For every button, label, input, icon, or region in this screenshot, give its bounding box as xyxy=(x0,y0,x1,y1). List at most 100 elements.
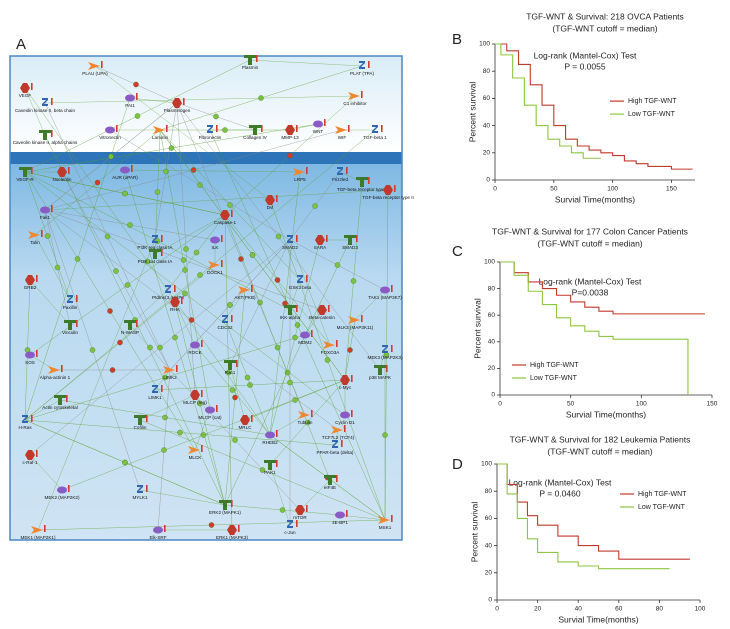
node-bar xyxy=(336,475,338,482)
link-dot xyxy=(244,374,251,381)
x-tick-label: 150 xyxy=(707,401,718,408)
x-tick-label: 0 xyxy=(493,186,497,193)
x-tick-label: 50 xyxy=(550,186,558,193)
y-tick-label: 80 xyxy=(483,68,491,75)
node-icon xyxy=(149,249,161,259)
link-dot xyxy=(304,419,311,426)
node-icon xyxy=(244,55,256,65)
node-icon xyxy=(297,275,303,283)
node-label: WIF xyxy=(338,135,347,140)
legend-label: Low TGF-WNT xyxy=(628,111,676,118)
node-icon xyxy=(284,305,296,315)
link-dot xyxy=(200,432,207,438)
node-icon xyxy=(300,331,310,339)
node-icon xyxy=(105,126,115,134)
link-dot xyxy=(222,127,228,133)
link-dot xyxy=(197,400,203,407)
link-dot xyxy=(197,182,203,188)
link-dot xyxy=(154,189,161,195)
annotation: Log-rank (Mantel-Cox) Test xyxy=(534,50,637,60)
node-label: CDC42 xyxy=(217,325,233,330)
link xyxy=(139,489,226,506)
node-icon xyxy=(295,505,305,515)
link-dot xyxy=(275,233,282,240)
node-icon xyxy=(313,120,323,128)
chart-title: TGF-WNT & Survival: 218 OVCA Patients xyxy=(526,11,684,21)
node-label: DOCK1 xyxy=(207,270,223,275)
node-label: AUR (uPAR) xyxy=(112,175,138,180)
link-dot xyxy=(347,347,353,353)
y-tick-label: 20 xyxy=(483,150,491,157)
node-icon xyxy=(188,446,200,454)
link-dot xyxy=(122,190,128,197)
node-icon xyxy=(57,486,67,494)
node-label: VEGF xyxy=(19,93,32,98)
node-icon xyxy=(190,341,200,349)
y-tick-label: 20 xyxy=(488,365,496,372)
link xyxy=(289,239,331,346)
node-bar xyxy=(76,320,78,327)
y-tick-label: 80 xyxy=(488,285,496,292)
link-dot xyxy=(274,277,281,283)
link-dot xyxy=(287,379,293,386)
node-bar xyxy=(51,205,53,212)
link xyxy=(24,87,46,136)
node-icon xyxy=(165,285,171,293)
node-label: ROCK xyxy=(188,350,202,355)
node-icon xyxy=(25,275,35,285)
survival-curve xyxy=(500,261,689,395)
node-label: LRP5 xyxy=(294,177,306,182)
node-label: MEK2 (MAP2K2) xyxy=(45,495,80,500)
node-bar xyxy=(261,125,263,132)
node-icon xyxy=(315,235,325,245)
node-icon xyxy=(344,235,356,245)
link-dot xyxy=(147,344,153,351)
node-label: GRB2 xyxy=(24,285,37,290)
annotation: P = 0.0055 xyxy=(564,61,605,71)
node-bar xyxy=(41,230,43,237)
link-dot xyxy=(193,249,200,256)
node-label: WNT xyxy=(313,129,324,134)
node-label: TAK1 (MAP3K7) xyxy=(368,295,402,300)
link xyxy=(249,59,363,67)
legend-label: High TGF-WNT xyxy=(628,98,677,105)
legend-label: High TGF-WNT xyxy=(530,362,579,369)
node-bar xyxy=(201,390,203,397)
node-bar xyxy=(296,125,298,132)
x-tick-label: 40 xyxy=(575,606,583,613)
node-icon xyxy=(190,390,200,400)
node-bar xyxy=(76,295,78,302)
node-icon xyxy=(378,516,390,524)
node-bar xyxy=(36,350,38,357)
node-icon xyxy=(120,166,130,174)
link xyxy=(194,409,211,451)
survival-curve xyxy=(497,463,690,560)
node-icon xyxy=(224,360,236,370)
link xyxy=(224,289,246,321)
node-icon xyxy=(153,126,165,134)
node-bar xyxy=(306,505,308,512)
node-label: Dvl xyxy=(267,205,274,210)
node-bar xyxy=(356,235,358,242)
link-dot xyxy=(161,447,167,453)
node-icon xyxy=(265,431,275,439)
node-icon xyxy=(220,210,230,220)
link xyxy=(24,399,61,421)
panel-letter: D xyxy=(452,456,463,473)
node-bar xyxy=(276,430,278,437)
node-icon xyxy=(20,83,30,93)
node-label: Laminin xyxy=(152,135,169,140)
node-bar xyxy=(221,260,223,267)
node-label: C1 inhibitor xyxy=(343,101,367,106)
node-icon xyxy=(207,125,213,133)
link-dot xyxy=(122,459,128,466)
node-bar xyxy=(346,167,348,174)
node-icon xyxy=(383,185,393,195)
x-tick-label: 50 xyxy=(567,401,575,408)
node-icon xyxy=(205,406,215,414)
node-bar xyxy=(161,235,163,242)
node-icon xyxy=(331,426,343,434)
link xyxy=(124,169,301,173)
survival-curve xyxy=(497,463,670,570)
